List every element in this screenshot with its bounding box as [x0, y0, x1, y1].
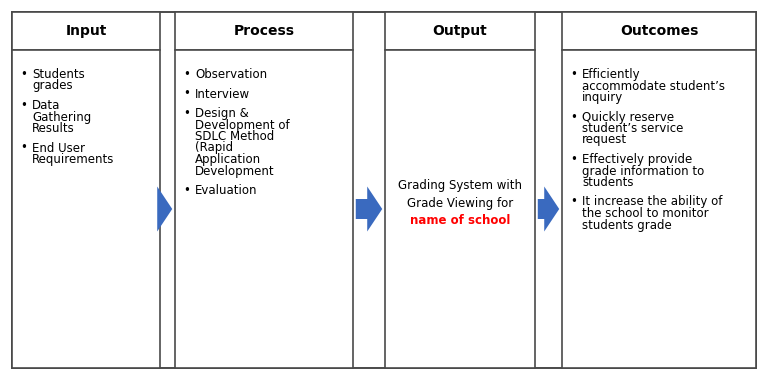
Text: •: • — [570, 195, 577, 209]
Text: Effectively provide: Effectively provide — [582, 153, 692, 166]
Text: •: • — [20, 99, 27, 112]
Text: •: • — [570, 153, 577, 166]
Text: Grading System with
Grade Viewing for: Grading System with Grade Viewing for — [398, 179, 522, 211]
Text: Outcomes: Outcomes — [620, 24, 698, 38]
Bar — [12, 50, 160, 368]
Bar — [385, 12, 535, 50]
Text: •: • — [20, 141, 27, 155]
Bar — [175, 50, 353, 368]
Text: Gathering: Gathering — [32, 111, 91, 124]
Text: •: • — [570, 68, 577, 81]
Text: Design &: Design & — [195, 107, 249, 120]
Text: grades: grades — [32, 79, 73, 92]
Text: Interview: Interview — [195, 87, 250, 100]
Text: It increase the ability of: It increase the ability of — [582, 195, 723, 209]
Bar — [175, 12, 353, 50]
Text: grade information to: grade information to — [582, 165, 704, 177]
Text: Development of: Development of — [195, 119, 290, 131]
Text: Development: Development — [195, 165, 275, 177]
Text: Input: Input — [65, 24, 107, 38]
Text: student’s service: student’s service — [582, 122, 684, 135]
Text: (Rapid: (Rapid — [195, 141, 233, 155]
Text: •: • — [183, 184, 190, 197]
Text: Students: Students — [32, 68, 84, 81]
Text: •: • — [183, 68, 190, 81]
Text: Observation: Observation — [195, 68, 267, 81]
Text: name of school: name of school — [410, 214, 510, 228]
Text: •: • — [183, 87, 190, 100]
Text: Data: Data — [32, 99, 61, 112]
Text: •: • — [183, 107, 190, 120]
Text: students: students — [582, 176, 634, 189]
Bar — [562, 12, 756, 50]
Text: Application: Application — [195, 153, 261, 166]
Text: Efficiently: Efficiently — [582, 68, 641, 81]
Text: request: request — [582, 133, 627, 147]
Text: Output: Output — [432, 24, 488, 38]
Text: Quickly reserve: Quickly reserve — [582, 111, 674, 124]
Text: Process: Process — [233, 24, 294, 38]
Text: •: • — [570, 111, 577, 124]
Bar — [562, 50, 756, 368]
Text: Requirements: Requirements — [32, 153, 114, 166]
Text: Results: Results — [32, 122, 74, 135]
Text: •: • — [20, 68, 27, 81]
Text: End User: End User — [32, 141, 85, 155]
Bar — [385, 50, 535, 368]
Text: students grade: students grade — [582, 218, 672, 231]
Text: Evaluation: Evaluation — [195, 184, 257, 197]
Text: accommodate student’s: accommodate student’s — [582, 79, 725, 92]
Text: SDLC Method: SDLC Method — [195, 130, 274, 143]
Text: inquiry: inquiry — [582, 91, 624, 104]
Text: the school to monitor: the school to monitor — [582, 207, 709, 220]
Bar — [12, 12, 160, 50]
